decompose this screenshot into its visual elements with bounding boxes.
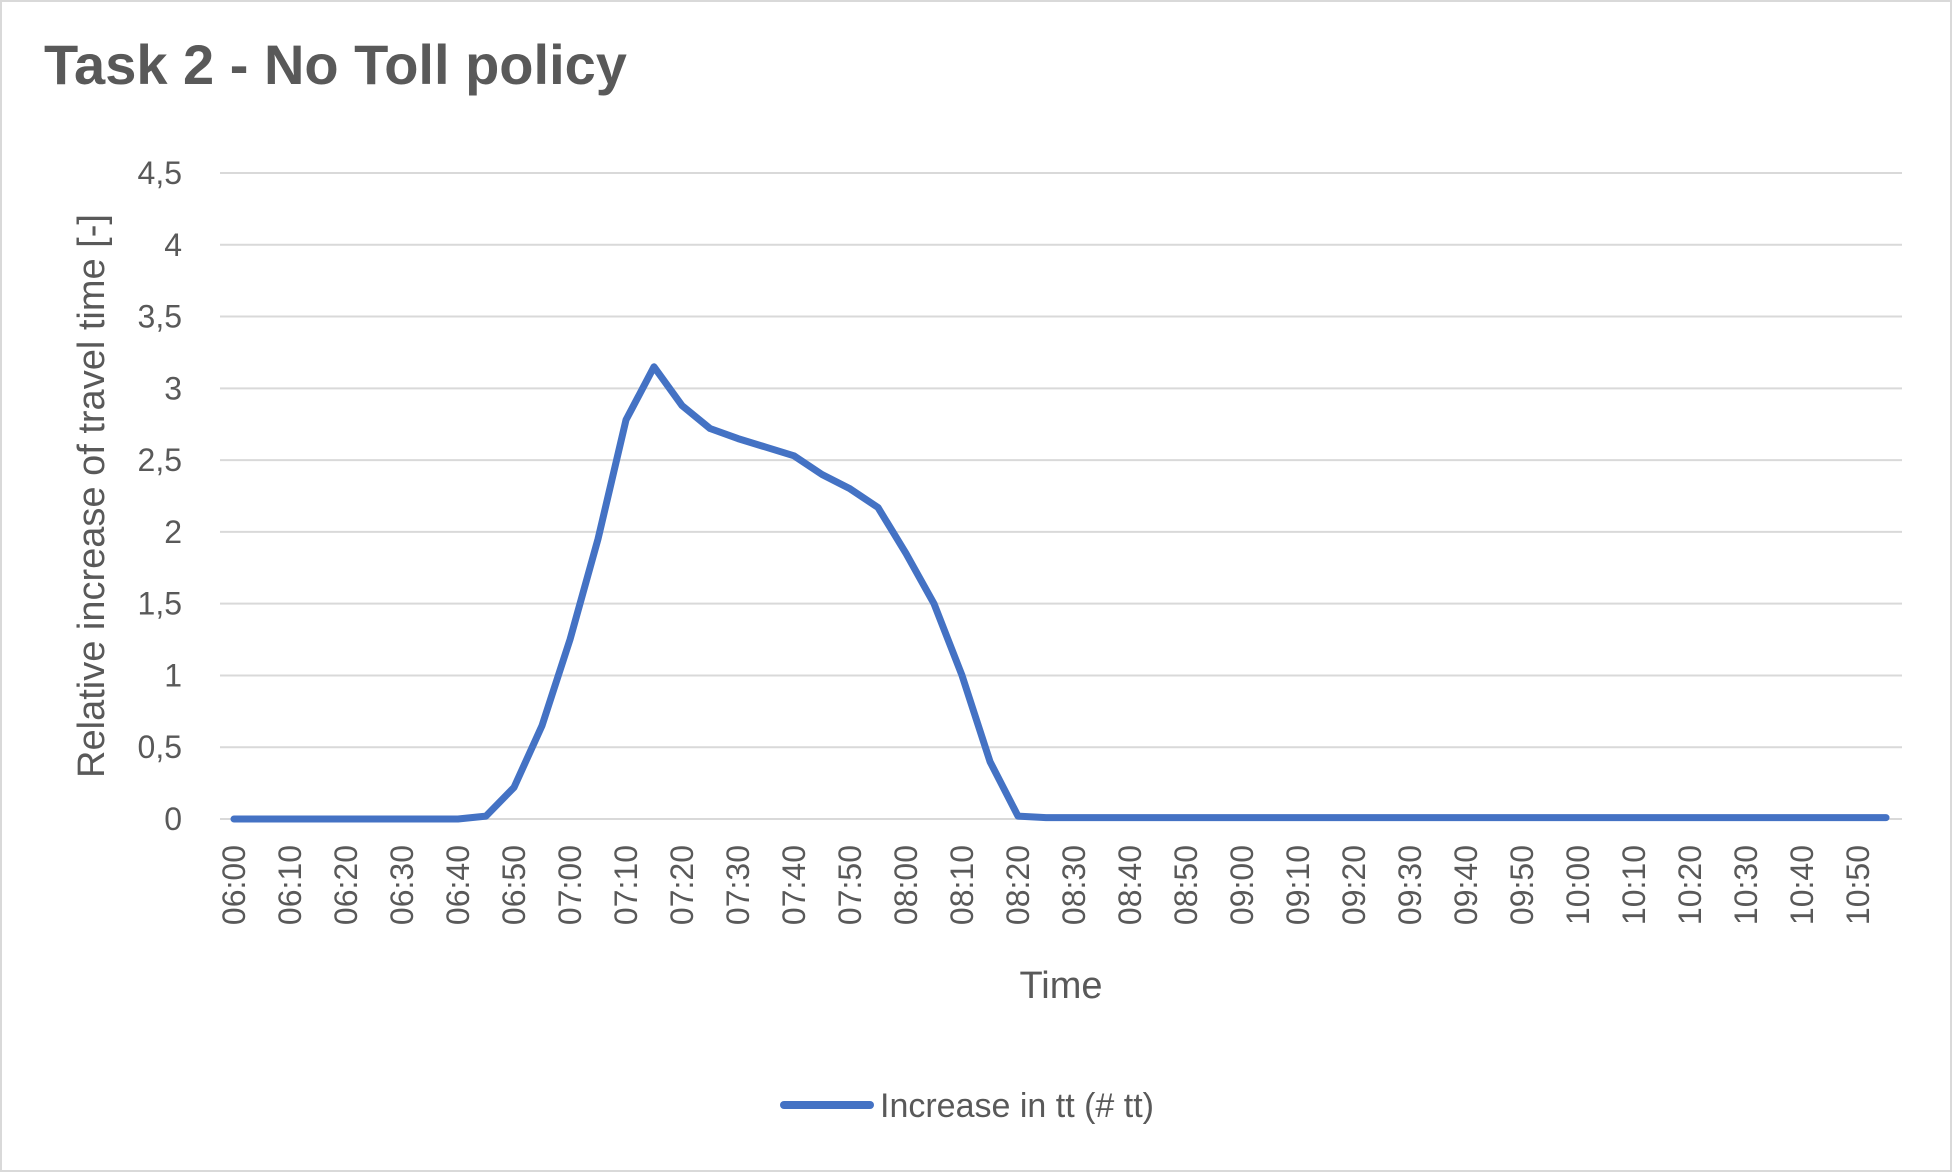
x-tick-label: 06:00 xyxy=(216,845,252,925)
x-tick-label: 06:20 xyxy=(328,845,364,925)
x-tick-label: 10:50 xyxy=(1840,845,1876,925)
y-tick-label: 1 xyxy=(164,657,182,693)
x-tick-label: 10:00 xyxy=(1560,845,1596,925)
x-tick-label: 07:20 xyxy=(664,845,700,925)
y-tick-label: 4,5 xyxy=(138,155,182,191)
x-tick-label: 06:40 xyxy=(440,845,476,925)
y-tick-label: 2 xyxy=(164,514,182,550)
y-tick-label: 0 xyxy=(164,801,182,837)
series-layer xyxy=(230,363,1890,823)
x-tick-label: 07:50 xyxy=(832,845,868,925)
y-axis-title: Relative increase of travel time [-] xyxy=(71,214,113,778)
x-tick-label: 09:40 xyxy=(1448,845,1484,925)
x-tick-label: 10:20 xyxy=(1672,845,1708,925)
x-tick-label: 09:10 xyxy=(1280,845,1316,925)
x-tick-label: 09:30 xyxy=(1392,845,1428,925)
chart-title: Task 2 - No Toll policy xyxy=(44,33,627,96)
x-axis-ticks: 06:00 06:10 06:20 06:30 06:40 06:50 07:00 07:10… xyxy=(216,845,1876,925)
x-tick-label: 09:00 xyxy=(1224,845,1260,925)
y-tick-label: 0,5 xyxy=(138,729,182,765)
x-tick-label: 09:20 xyxy=(1336,845,1372,925)
x-tick-label: 07:40 xyxy=(776,845,812,925)
legend-label: Increase in tt (# tt) xyxy=(880,1087,1154,1125)
y-tick-label: 3,5 xyxy=(138,299,182,335)
y-tick-label: 4 xyxy=(164,227,182,263)
x-tick-label: 06:30 xyxy=(384,845,420,925)
y-tick-label: 1,5 xyxy=(138,586,182,622)
x-tick-label: 10:40 xyxy=(1784,845,1820,925)
x-tick-label: 08:50 xyxy=(1168,845,1204,925)
series-line xyxy=(230,363,1890,823)
y-tick-label: 2,5 xyxy=(138,442,182,478)
y-tick-label: 3 xyxy=(164,370,182,406)
x-tick-label: 08:20 xyxy=(1000,845,1036,925)
gridlines xyxy=(220,172,1902,749)
x-tick-label: 10:10 xyxy=(1616,845,1652,925)
x-tick-label: 06:10 xyxy=(272,845,308,925)
x-tick-label: 09:50 xyxy=(1504,845,1540,925)
x-tick-label: 08:40 xyxy=(1112,845,1148,925)
x-tick-label: 08:10 xyxy=(944,845,980,925)
x-tick-label: 06:50 xyxy=(496,845,532,925)
x-tick-label: 10:30 xyxy=(1728,845,1764,925)
x-tick-label: 07:10 xyxy=(608,845,644,925)
x-tick-label: 08:00 xyxy=(888,845,924,925)
x-tick-label: 08:30 xyxy=(1056,845,1092,925)
legend: Increase in tt (# tt) xyxy=(780,1087,1154,1125)
x-tick-label: 07:30 xyxy=(720,845,756,925)
x-tick-label: 07:00 xyxy=(552,845,588,925)
x-axis-title: Time xyxy=(1019,965,1102,1007)
y-axis-ticks: 0 0,5 1 1,5 2 2,5 3 3,5 4 4,5 xyxy=(138,155,182,837)
